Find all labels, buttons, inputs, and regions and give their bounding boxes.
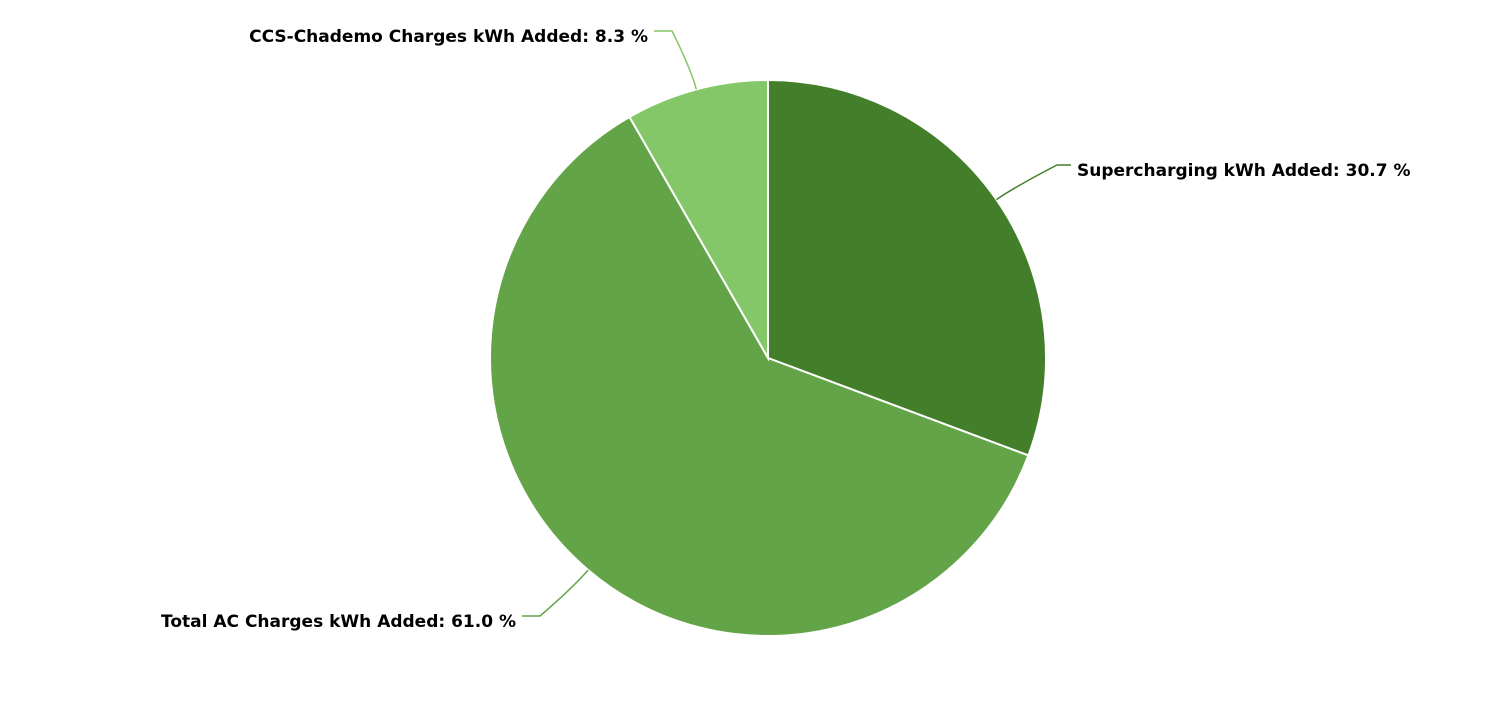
data-label: Total AC Charges kWh Added: 61.0 %	[161, 612, 516, 632]
pie-slice	[628, 78, 769, 362]
data-label: Supercharging kWh Added: 30.7 %	[1077, 161, 1411, 181]
label-connector	[996, 164, 1071, 201]
pie-slice	[767, 78, 1047, 457]
pie-slice	[489, 115, 1030, 637]
label-connector	[654, 30, 698, 90]
data-label: CCS-Chademo Charges kWh Added: 8.3 %	[249, 27, 648, 47]
label-connector	[522, 569, 589, 617]
